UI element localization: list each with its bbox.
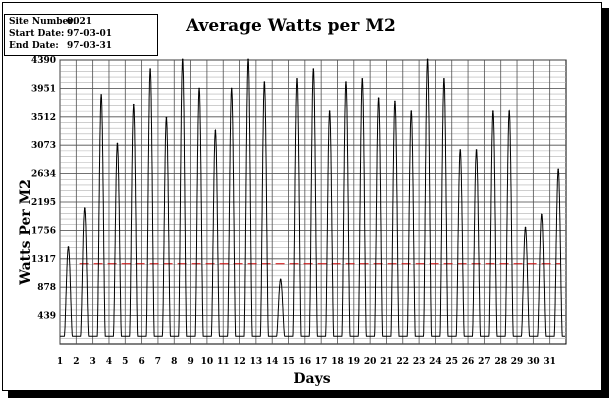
x-tick-label: 22 [397,357,410,367]
x-tick-label: 25 [445,357,458,367]
x-tick-label: 17 [315,357,328,367]
data-point [247,58,249,61]
x-tick-label: 13 [250,357,263,367]
data-point [296,77,298,80]
data-point [557,168,559,171]
x-tick-label: 5 [122,357,128,367]
x-axis-label: Days [293,371,331,387]
x-tick-label: 6 [138,357,144,367]
data-point [116,142,119,145]
data-point [426,58,429,61]
x-tick-label: 20 [364,357,377,367]
end-date-value: 97-03-31 [67,41,113,51]
x-tick-label: 30 [527,357,540,367]
data-point [214,129,217,132]
data-point [165,116,168,119]
x-tick-label: 27 [478,357,491,367]
data-point [263,81,266,83]
frame-shadow-bottom [8,391,609,398]
x-tick-label: 8 [171,357,177,367]
data-point [410,110,413,112]
start-date-value: 97-03-01 [67,29,113,39]
x-tick-label: 14 [266,357,279,367]
x-tick-label: 31 [543,357,556,367]
y-tick-label: 3951 [31,84,56,94]
x-tick-label: 18 [331,357,344,367]
data-point [345,81,347,83]
data-point [198,87,200,90]
data-point [361,77,364,80]
data-point [394,100,396,103]
x-tick-label: 2 [73,357,79,367]
x-tick-label: 23 [413,357,426,367]
site-number-label: Site Number: [9,17,77,27]
data-point [475,149,478,151]
start-date-row: Start Date: 97-03-01 [9,28,157,40]
chart-title: Average Watts per M2 [186,16,396,36]
start-date-label: Start Date: [9,29,65,39]
data-point [459,149,462,151]
y-tick-label: 439 [37,312,56,322]
data-point [149,68,151,70]
frame-shadow-right [602,8,609,398]
x-tick-label: 21 [380,357,393,367]
data-point [67,246,70,248]
data-point [279,278,282,281]
x-tick-label: 7 [155,357,161,367]
end-date-row: End Date: 97-03-31 [9,40,157,52]
y-tick-label: 4390 [31,56,56,66]
data-point [230,87,233,90]
data-point [492,110,494,112]
y-tick-label: 3073 [31,141,56,151]
y-tick-label: 3512 [31,113,56,123]
data-point [443,77,445,80]
site-info-box: Site Number: 0021 Start Date: 97-03-01 E… [4,14,158,56]
data-point [181,58,184,61]
x-tick-label: 3 [90,357,96,367]
y-tick-label: 1756 [31,226,56,236]
x-tick-label: 12 [233,357,246,367]
site-number-row: Site Number: 0021 [9,16,157,28]
x-tick-label: 4 [106,357,112,367]
data-point [132,103,135,106]
y-tick-label: 2195 [31,198,56,208]
y-tick-label: 2634 [31,170,56,180]
x-tick-label: 10 [201,357,214,367]
data-point [377,97,380,99]
y-tick-label: 1317 [31,255,56,265]
x-tick-label: 15 [282,357,295,367]
x-tick-label: 29 [511,357,524,367]
x-tick-label: 26 [462,357,475,367]
series-line [60,59,565,337]
data-point [524,226,527,229]
site-number-value: 0021 [67,17,93,27]
x-tick-label: 28 [494,357,507,367]
y-tick-label: 878 [37,283,56,293]
data-point [100,94,102,96]
data-point [84,207,86,209]
x-tick-label: 24 [429,357,442,367]
data-point [312,68,315,70]
data-point [328,110,331,112]
data-point [541,213,543,216]
end-date-label: End Date: [9,41,59,51]
x-tick-label: 11 [217,357,230,367]
x-tick-label: 16 [299,357,312,367]
x-tick-label: 1 [57,357,63,367]
data-point [508,110,510,112]
x-tick-label: 19 [348,357,361,367]
x-tick-label: 9 [187,357,193,367]
